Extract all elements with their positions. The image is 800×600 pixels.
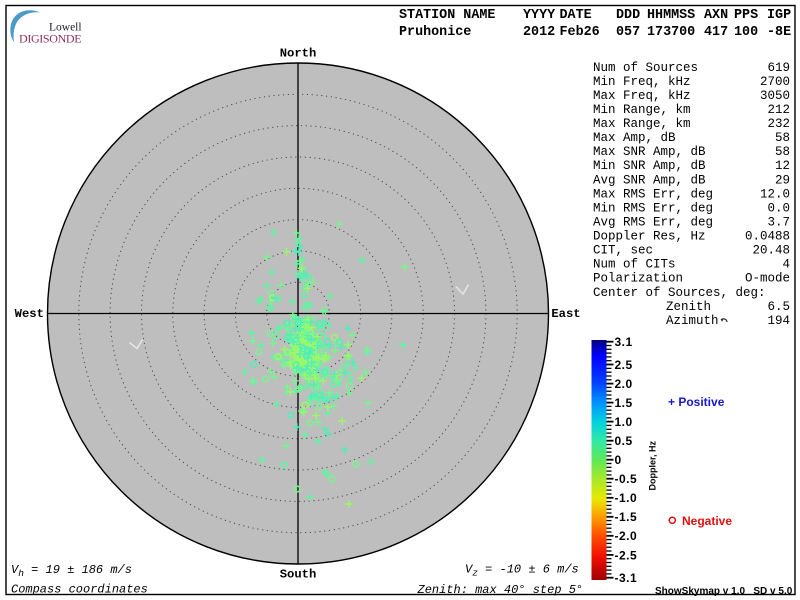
svg-text:STATION NAME: STATION NAME	[399, 8, 495, 23]
svg-text:-2.0: -2.0	[615, 529, 638, 543]
svg-text:Min SNR Amp, dB: Min SNR Amp, dB	[593, 159, 706, 173]
svg-text:Azimuth: Azimuth	[666, 314, 719, 328]
svg-text:12.0: 12.0	[760, 187, 790, 201]
svg-text:100: 100	[734, 25, 758, 40]
svg-text:Center of Sources, deg:: Center of Sources, deg:	[593, 286, 766, 300]
svg-text:58: 58	[775, 131, 790, 145]
svg-text:Min Range, km: Min Range, km	[593, 103, 691, 117]
svg-text:Pruhonice: Pruhonice	[399, 25, 471, 40]
svg-text:IGP: IGP	[767, 8, 791, 23]
svg-text:Max SNR Amp, dB: Max SNR Amp, dB	[593, 145, 706, 159]
svg-text:Max Freq, kHz: Max Freq, kHz	[593, 89, 691, 103]
svg-text:0.0: 0.0	[767, 201, 790, 215]
svg-text:057: 057	[616, 25, 640, 40]
svg-text:-1.0: -1.0	[615, 491, 638, 505]
svg-text:1.0: 1.0	[615, 415, 633, 429]
svg-text:Negative: Negative	[682, 514, 732, 528]
svg-text:West: West	[15, 307, 44, 321]
svg-text:2.5: 2.5	[615, 358, 633, 372]
svg-text:194: 194	[767, 314, 790, 328]
svg-text:2.0: 2.0	[615, 377, 633, 391]
svg-text:Avg RMS Err, deg: Avg RMS Err, deg	[593, 216, 713, 230]
svg-text:Zenith: max 40° step 5°: Zenith: max 40° step 5°	[417, 583, 584, 597]
svg-text:PPS: PPS	[734, 8, 758, 23]
svg-text:3.1: 3.1	[615, 335, 633, 349]
svg-text:Max RMS Err, deg: Max RMS Err, deg	[593, 187, 713, 201]
svg-text:Polarization: Polarization	[593, 272, 683, 286]
svg-text:+ Positive: + Positive	[668, 395, 725, 409]
svg-text:-1.5: -1.5	[615, 510, 638, 524]
svg-text:4: 4	[782, 258, 790, 272]
svg-text:232: 232	[767, 117, 790, 131]
svg-text:3050: 3050	[760, 89, 790, 103]
svg-text:1.5: 1.5	[615, 396, 633, 410]
svg-text:3.7: 3.7	[767, 216, 790, 230]
svg-text:0: 0	[615, 453, 622, 467]
svg-text:619: 619	[767, 61, 790, 75]
svg-text:6.5: 6.5	[767, 300, 790, 314]
svg-text:0.0488: 0.0488	[745, 230, 790, 244]
svg-text:Num of CITs: Num of CITs	[593, 258, 676, 272]
svg-text:HHMMSS: HHMMSS	[647, 8, 695, 23]
svg-text:Vh = 19 ± 186 m/s: Vh = 19 ± 186 m/s	[11, 563, 132, 579]
svg-text:Zenith: Zenith	[666, 300, 711, 314]
svg-text:South: South	[280, 567, 317, 581]
svg-text:-2.5: -2.5	[615, 548, 638, 562]
svg-text:DIGISONDE: DIGISONDE	[19, 32, 81, 46]
svg-text:DDD: DDD	[616, 8, 640, 23]
svg-text:CIT, sec: CIT, sec	[593, 244, 653, 258]
svg-text:173700: 173700	[647, 25, 695, 40]
svg-text:North: North	[280, 47, 317, 61]
svg-text:YYYY: YYYY	[523, 8, 556, 23]
svg-text:58: 58	[775, 145, 790, 159]
svg-text:2012: 2012	[523, 25, 555, 40]
svg-text:-8E: -8E	[767, 25, 791, 40]
svg-text:Max Amp, dB: Max Amp, dB	[593, 131, 676, 145]
svg-text:Num of Sources: Num of Sources	[593, 61, 698, 75]
svg-text:0.5: 0.5	[615, 434, 633, 448]
svg-text:Min RMS Err, deg: Min RMS Err, deg	[593, 201, 713, 215]
svg-text:20.48: 20.48	[752, 244, 790, 258]
svg-text:Doppler Res, Hz: Doppler Res, Hz	[593, 230, 706, 244]
svg-text:-0.5: -0.5	[615, 472, 638, 486]
svg-text:ShowSkymap v 1.0 SD v 5.0: ShowSkymap v 1.0 SD v 5.0	[655, 586, 793, 597]
svg-text:12: 12	[775, 159, 790, 173]
svg-text:Lowell: Lowell	[49, 22, 82, 34]
svg-text:Avg SNR Amp, dB: Avg SNR Amp, dB	[593, 173, 706, 187]
svg-text:Max Range, km: Max Range, km	[593, 117, 691, 131]
svg-text:AXN: AXN	[704, 8, 728, 23]
svg-text:417: 417	[704, 25, 728, 40]
svg-text:East: East	[551, 307, 580, 321]
svg-text:Feb26: Feb26	[560, 25, 600, 40]
svg-text:Compass coordinates: Compass coordinates	[11, 583, 148, 597]
svg-text:DATE: DATE	[560, 8, 592, 23]
svg-text:2700: 2700	[760, 75, 790, 89]
svg-text:O-mode: O-mode	[745, 272, 790, 286]
svg-text:Doppler, Hz: Doppler, Hz	[648, 440, 658, 490]
svg-text:-3.1: -3.1	[615, 571, 638, 585]
svg-text:212: 212	[767, 103, 790, 117]
svg-text:Vz = -10 ± 6 m/s: Vz = -10 ± 6 m/s	[465, 563, 579, 579]
svg-text:29: 29	[775, 173, 790, 187]
svg-text:Min Freq, kHz: Min Freq, kHz	[593, 75, 691, 89]
